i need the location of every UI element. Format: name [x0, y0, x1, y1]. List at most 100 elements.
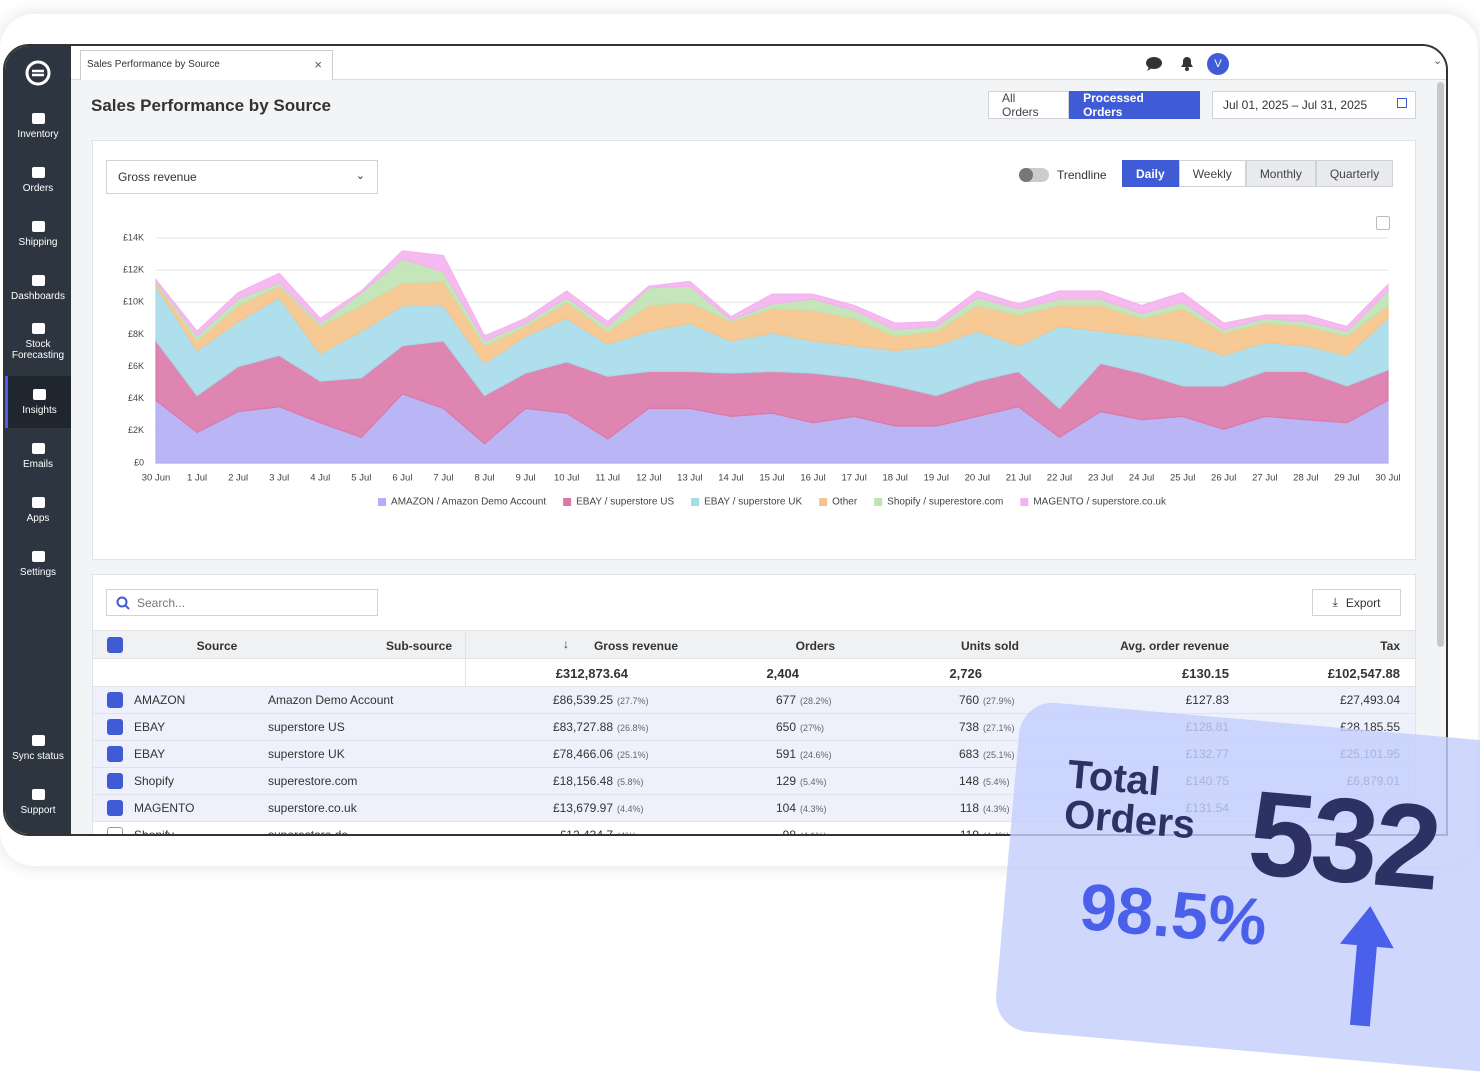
column-header[interactable]: Sub-source [385, 639, 452, 653]
toggle-button[interactable]: Processed Orders [1069, 91, 1200, 119]
bell-icon[interactable] [1177, 53, 1197, 73]
sub-source-cell: Amazon Demo Account [268, 693, 394, 707]
share: (4.4%) [983, 831, 1010, 836]
column-header[interactable]: Source [196, 639, 238, 653]
value: £83,727.88 [552, 720, 613, 734]
metric-select[interactable]: Gross revenue ⌄ [106, 160, 378, 194]
sidebar-item[interactable]: Support [5, 776, 71, 828]
date-range-text: Jul 01, 2025 – Jul 31, 2025 [1223, 98, 1368, 112]
legend-swatch [819, 498, 828, 506]
share: (4.1%) [800, 831, 827, 836]
source-cell: EBAY [134, 747, 166, 761]
column-header[interactable]: Units sold [960, 639, 1019, 653]
overlay-value: 532 [1243, 765, 1443, 916]
overlay-change: 98.5% [1077, 869, 1270, 960]
row-checkbox[interactable] [107, 827, 123, 834]
value: 650 [775, 720, 796, 734]
chart-panel: Gross revenue ⌄ Trendline Daily Weekly Mon… [92, 140, 1416, 560]
chat-icon[interactable] [1143, 54, 1165, 74]
sidebar-item[interactable]: Shipping [5, 208, 71, 260]
x-tick-label: 1 Jul [187, 473, 207, 484]
scrollbar[interactable] [1437, 82, 1444, 647]
sidebar-label: Stock Forecasting [11, 339, 65, 361]
search-box[interactable]: Search... [106, 589, 378, 616]
value: 148 [958, 774, 979, 788]
period-button[interactable]: Monthly [1245, 160, 1316, 187]
x-tick-label: 17 Jul [841, 473, 866, 484]
legend-swatch [874, 498, 883, 506]
sidebar-item[interactable]: Settings [5, 538, 71, 590]
period-button[interactable]: Weekly [1178, 160, 1246, 187]
sidebar-label: Sync status [12, 750, 64, 762]
sidebar-item[interactable]: Orders [5, 154, 71, 206]
sidebar-label: Insights [22, 404, 57, 416]
sidebar-label: Shipping [18, 236, 58, 248]
sidebar-item[interactable]: Apps [5, 484, 71, 536]
table-header: Source Sub-source Gross revenue Orders Units… [93, 630, 1415, 659]
row-checkbox[interactable] [107, 773, 123, 789]
toggle-button[interactable]: All Orders [988, 91, 1070, 119]
legend-label: MAGENTO / superstore.co.uk [1033, 497, 1167, 508]
share: (4%) [617, 831, 637, 836]
legend-swatch [691, 498, 700, 506]
sub-source-cell: superstore.co.uk [268, 801, 357, 815]
share: (27.9%) [983, 696, 1015, 706]
row-checkbox[interactable] [107, 746, 123, 762]
share: (5.8%) [617, 777, 644, 787]
sidebar-item[interactable]: Sync status [5, 722, 71, 774]
window-menu[interactable]: ⌄ [1433, 55, 1443, 67]
sub-source-cell: superstore UK [268, 747, 345, 761]
tab-close[interactable]: × [314, 57, 322, 72]
select-all-checkbox[interactable] [107, 637, 123, 653]
x-tick-label: 20 Jul [965, 473, 990, 484]
trendline-toggle[interactable] [1019, 168, 1049, 182]
user-avatar[interactable]: V [1207, 53, 1229, 75]
value-cell: £86,539.25 (27.7%) [553, 693, 665, 707]
sidebar-item[interactable]: Insights [5, 376, 71, 428]
export-button[interactable]: ⤓ Export [1312, 589, 1401, 616]
sub-source-cell: superstore US [268, 720, 345, 734]
column-header[interactable]: Tax [1380, 639, 1400, 653]
period-button[interactable]: Daily [1122, 160, 1179, 187]
x-tick-label: 2 Jul [228, 473, 248, 484]
row-checkbox[interactable] [107, 800, 123, 816]
period-selector: Daily Weekly Monthly Quarterly [1122, 160, 1394, 187]
x-tick-label: 18 Jul [883, 473, 908, 484]
value: £78,466.06 [552, 747, 613, 761]
total-cell: 2,404 [766, 666, 799, 681]
sidebar-item[interactable]: Dashboards [5, 262, 71, 314]
sidebar-item[interactable]: Emails [5, 430, 71, 482]
x-tick-label: 6 Jul [392, 473, 412, 484]
column-header[interactable]: Orders [795, 639, 835, 653]
period-button[interactable]: Quarterly [1315, 160, 1394, 187]
value-cell: 104 (4.3%) [776, 801, 836, 815]
tab[interactable]: Sales Performance by Source × [80, 50, 333, 80]
sidebar-icon [31, 496, 45, 508]
x-tick-label: 14 Jul [718, 473, 743, 484]
value: 683 [958, 747, 979, 761]
value: 738 [958, 720, 979, 734]
sidebar-item[interactable]: Inventory [5, 100, 71, 152]
sidebar-icon [33, 388, 46, 400]
chart: £0 £2K £4K £6K £8K £10K £12K £14K 30 Jun 1 Jul 2 J… [123, 232, 1401, 508]
sidebar-icon [31, 734, 45, 746]
x-tick-label: 26 Jul [1211, 473, 1236, 484]
source-cell: Shopify [134, 828, 175, 836]
chart-menu[interactable] [1376, 216, 1390, 230]
sidebar-icon [31, 220, 45, 232]
date-range[interactable]: Jul 01, 2025 – Jul 31, 2025 [1212, 91, 1416, 119]
y-tick-label: £12K [123, 265, 144, 275]
value-cell: 118 (4.3%) [960, 801, 1019, 815]
share: (27.7%) [617, 696, 649, 706]
y-tick-label: £6K [128, 361, 144, 371]
total-cell: 2,726 [949, 666, 982, 681]
x-tick-label: 10 Jul [554, 473, 579, 484]
row-checkbox[interactable] [107, 719, 123, 735]
legend-label: EBAY / superstore US [576, 497, 674, 508]
column-header[interactable]: Gross revenue [593, 639, 678, 653]
column-header[interactable]: Avg. order revenue [1120, 639, 1229, 653]
share: (27%) [800, 723, 825, 733]
sidebar-item[interactable]: Stock Forecasting [5, 316, 71, 368]
select-caret: ⌄ [355, 170, 365, 182]
row-checkbox[interactable] [107, 692, 123, 708]
